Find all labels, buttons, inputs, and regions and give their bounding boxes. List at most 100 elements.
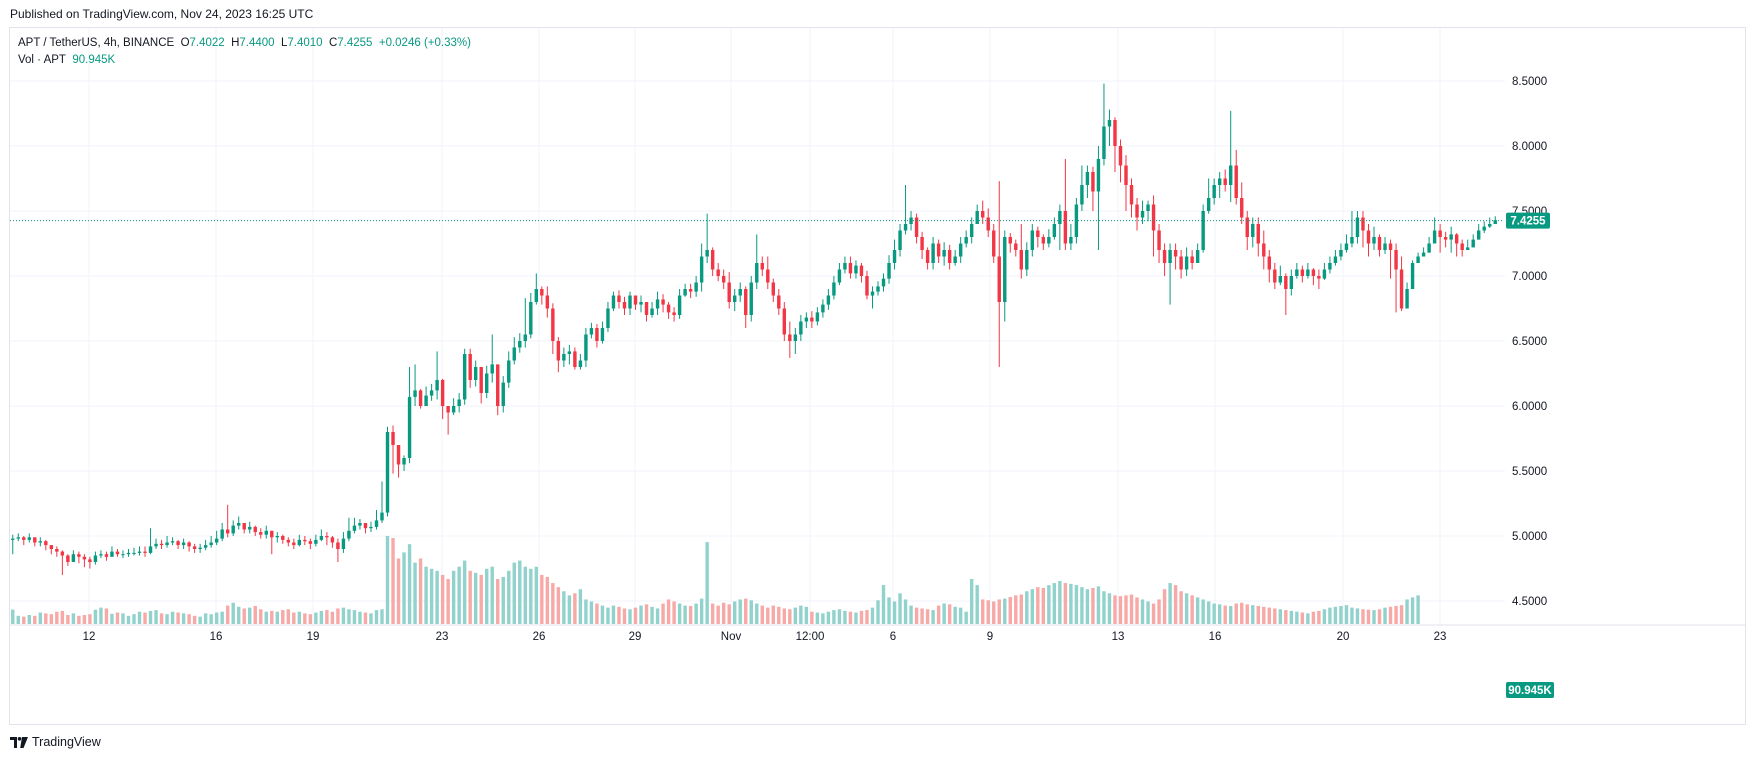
candle-body[interactable] xyxy=(710,250,715,270)
candle-body[interactable] xyxy=(1096,159,1101,192)
candle-body[interactable] xyxy=(1267,256,1271,270)
candle-body[interactable] xyxy=(1190,256,1194,264)
candle-body[interactable] xyxy=(771,282,775,296)
candle-body[interactable] xyxy=(1289,276,1294,289)
candle-body[interactable] xyxy=(501,382,505,406)
candle-body[interactable] xyxy=(1284,276,1288,289)
candle-body[interactable] xyxy=(738,289,742,296)
candle-body[interactable] xyxy=(214,538,219,543)
candle-body[interactable] xyxy=(1322,269,1327,279)
candle-body[interactable] xyxy=(1206,198,1211,211)
candle-body[interactable] xyxy=(1493,220,1497,224)
candle-body[interactable] xyxy=(1328,263,1332,270)
candle-body[interactable] xyxy=(44,541,48,546)
candle-body[interactable] xyxy=(650,308,654,316)
candle-body[interactable] xyxy=(1256,224,1260,244)
candle-body[interactable] xyxy=(341,538,346,549)
candle-body[interactable] xyxy=(308,541,313,544)
candle-body[interactable] xyxy=(1421,252,1426,257)
candle-body[interactable] xyxy=(1085,172,1090,185)
candle-body[interactable] xyxy=(225,529,230,534)
candle-body[interactable] xyxy=(1113,120,1117,146)
candle-body[interactable] xyxy=(292,542,296,546)
candle-body[interactable] xyxy=(859,265,864,276)
candle-body[interactable] xyxy=(854,265,858,274)
candle-body[interactable] xyxy=(1311,269,1316,277)
candle-body[interactable] xyxy=(1229,165,1233,186)
candle-body[interactable] xyxy=(209,542,213,546)
candle-body[interactable] xyxy=(622,302,627,309)
candlesticks[interactable] xyxy=(11,83,1497,575)
candle-body[interactable] xyxy=(462,354,467,400)
candle-body[interactable] xyxy=(1212,185,1216,198)
candle-body[interactable] xyxy=(1173,250,1178,257)
candle-body[interactable] xyxy=(683,289,687,296)
candle-body[interactable] xyxy=(424,395,428,406)
candle-body[interactable] xyxy=(176,541,180,546)
candle-body[interactable] xyxy=(903,224,908,231)
candle-body[interactable] xyxy=(997,256,1001,303)
candle-body[interactable] xyxy=(705,250,709,257)
candle-body[interactable] xyxy=(121,554,125,556)
candle-body[interactable] xyxy=(352,525,357,531)
candle-body[interactable] xyxy=(892,250,897,263)
candle-body[interactable] xyxy=(617,295,621,303)
candle-body[interactable] xyxy=(11,538,15,540)
candle-body[interactable] xyxy=(881,278,886,287)
candle-body[interactable] xyxy=(1372,237,1376,244)
candle-body[interactable] xyxy=(413,390,417,397)
candle-body[interactable] xyxy=(870,291,875,296)
candle-body[interactable] xyxy=(451,406,456,413)
candle-body[interactable] xyxy=(1394,250,1398,270)
candle-body[interactable] xyxy=(733,295,737,303)
candle-body[interactable] xyxy=(1477,230,1481,240)
candle-body[interactable] xyxy=(143,551,147,553)
candle-body[interactable] xyxy=(931,243,935,264)
candle-body[interactable] xyxy=(556,341,561,361)
candle-body[interactable] xyxy=(611,295,616,309)
candle-body[interactable] xyxy=(1008,237,1012,244)
candle-body[interactable] xyxy=(992,230,996,257)
candle-body[interactable] xyxy=(628,295,632,309)
candle-body[interactable] xyxy=(446,406,450,413)
candle-body[interactable] xyxy=(721,276,726,283)
candle-body[interactable] xyxy=(281,536,285,540)
candle-body[interactable] xyxy=(826,295,831,305)
candle-body[interactable] xyxy=(865,276,869,296)
candle-body[interactable] xyxy=(545,295,550,309)
candle-body[interactable] xyxy=(843,263,847,270)
candle-body[interactable] xyxy=(187,542,191,547)
candle-body[interactable] xyxy=(440,380,445,406)
candle-body[interactable] xyxy=(66,555,70,563)
candle-body[interactable] xyxy=(1355,217,1360,238)
candle-body[interactable] xyxy=(755,263,759,283)
candle-body[interactable] xyxy=(1405,289,1409,309)
candle-body[interactable] xyxy=(760,263,764,270)
candle-body[interactable] xyxy=(644,302,649,315)
candle-body[interactable] xyxy=(876,286,880,292)
candle-body[interactable] xyxy=(1118,146,1123,166)
candle-body[interactable] xyxy=(33,537,37,543)
candle-body[interactable] xyxy=(1030,230,1035,251)
candle-body[interactable] xyxy=(942,250,946,257)
candle-body[interactable] xyxy=(1184,256,1189,270)
candle-body[interactable] xyxy=(837,269,842,283)
candle-body[interactable] xyxy=(815,312,820,322)
candle-body[interactable] xyxy=(777,295,781,309)
candle-body[interactable] xyxy=(303,539,307,542)
candle-body[interactable] xyxy=(518,341,522,348)
candle-body[interactable] xyxy=(396,445,401,465)
candle-body[interactable] xyxy=(38,541,43,543)
candle-body[interactable] xyxy=(573,351,577,367)
candle-body[interactable] xyxy=(325,536,329,538)
candle-body[interactable] xyxy=(1432,230,1437,244)
candle-body[interactable] xyxy=(1278,276,1283,283)
candle-body[interactable] xyxy=(336,542,340,550)
candle-body[interactable] xyxy=(1377,237,1382,250)
candle-body[interactable] xyxy=(237,523,241,526)
candle-body[interactable] xyxy=(920,237,924,250)
candle-body[interactable] xyxy=(1168,250,1172,263)
candle-body[interactable] xyxy=(969,224,974,237)
candle-body[interactable] xyxy=(1195,250,1200,263)
last-volume-tag[interactable] xyxy=(1506,682,1554,698)
